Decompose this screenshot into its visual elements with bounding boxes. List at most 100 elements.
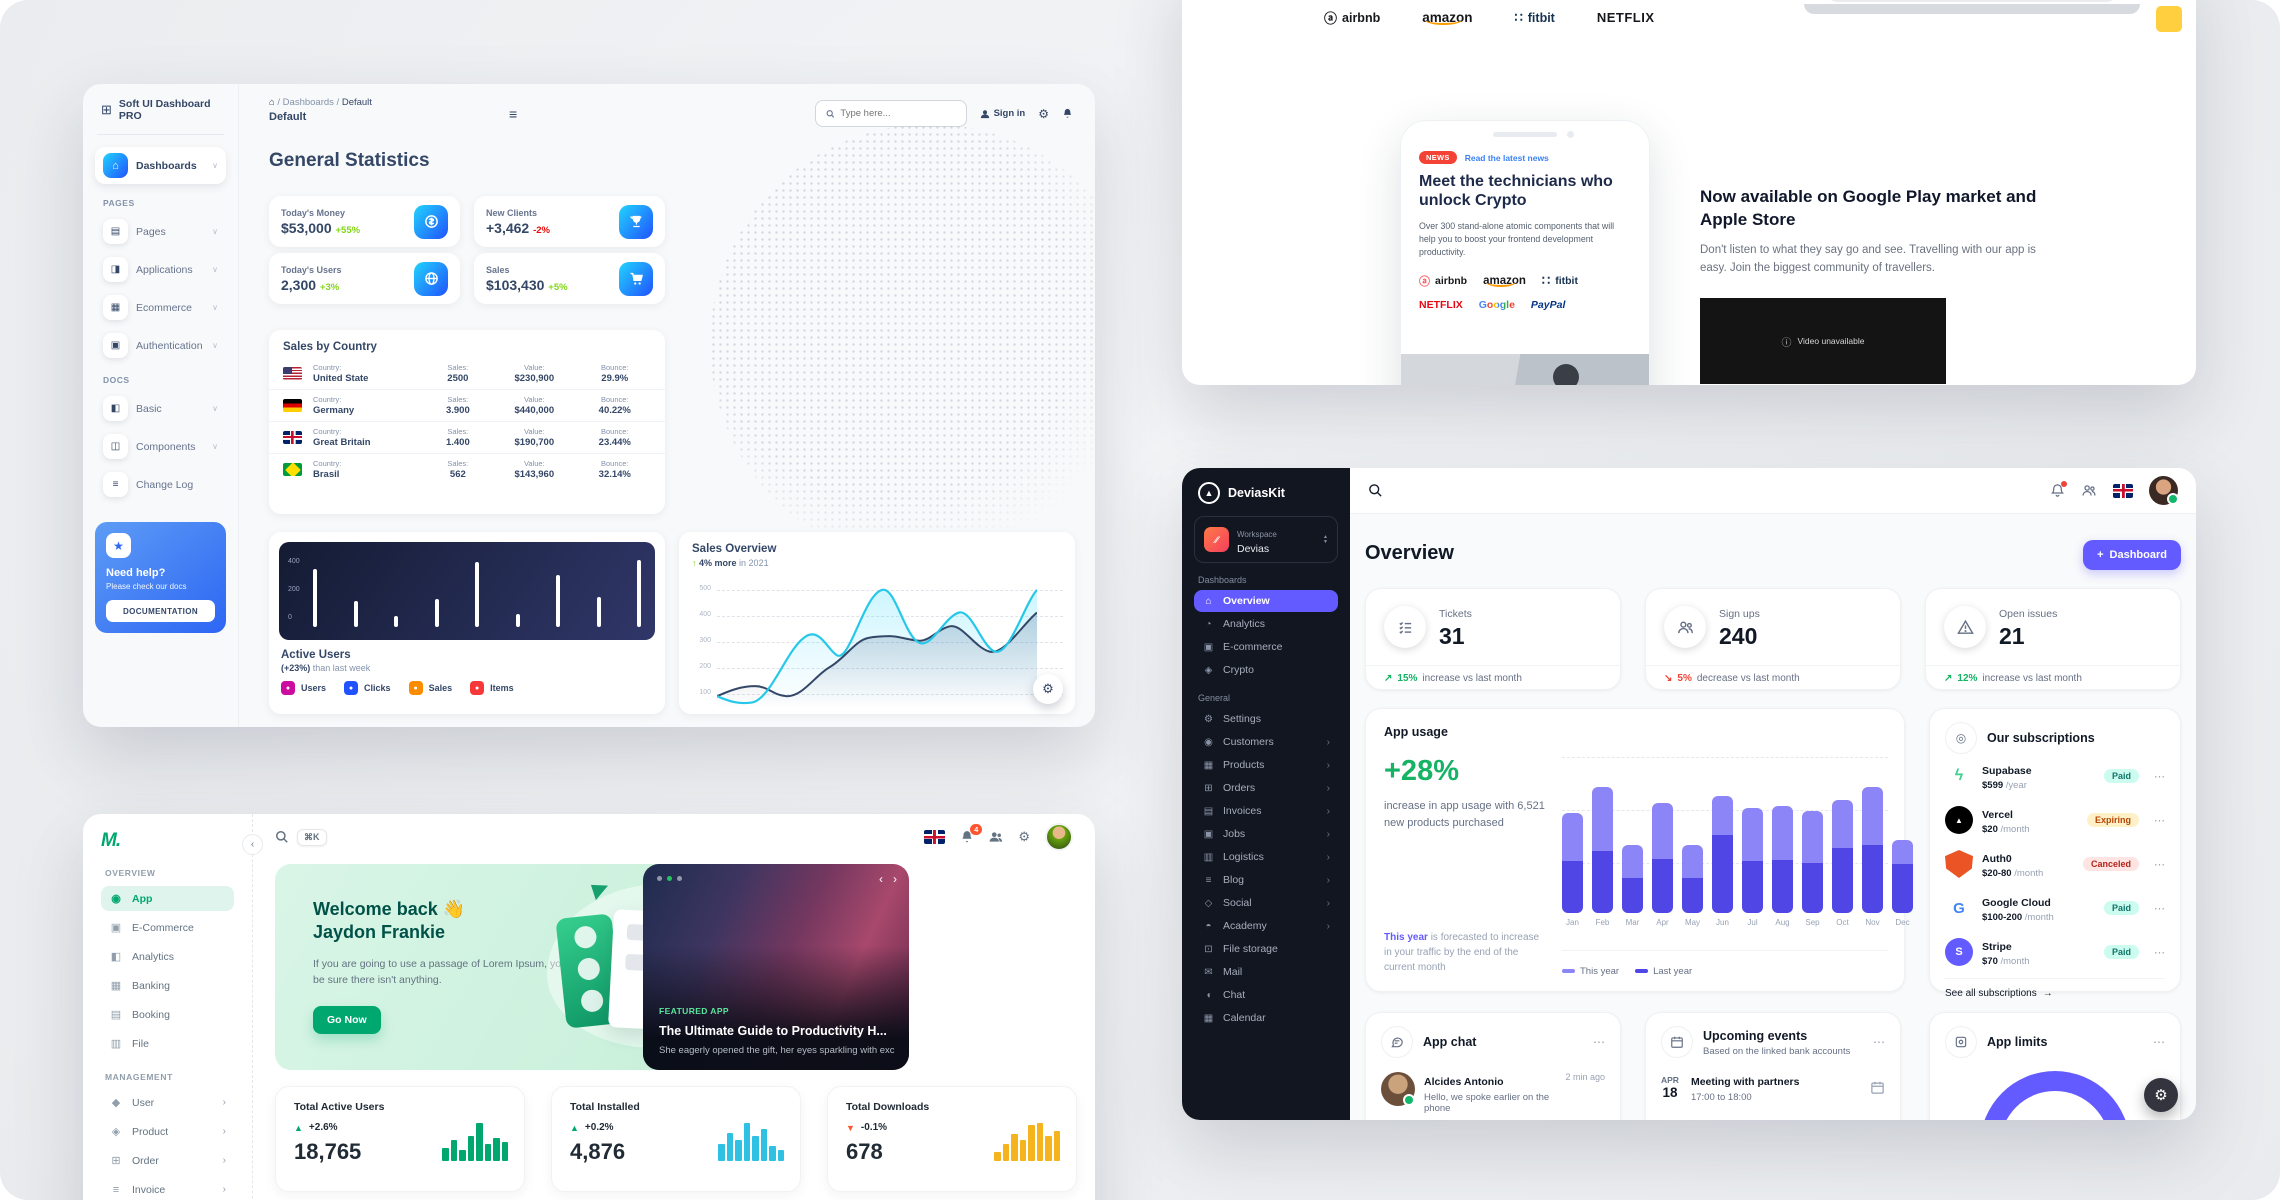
sidebar-item-dashboards[interactable]: ⌂ Dashboards ∨: [95, 147, 226, 184]
sidebar-item[interactable]: ≡ Blog ›: [1194, 869, 1338, 891]
sidebar-item[interactable]: ◆ User ›: [101, 1090, 234, 1115]
settings-gear-icon[interactable]: ⚙: [1018, 829, 1030, 844]
sales-by-country-card: Sales by Country Country: United State Sa…: [269, 330, 665, 514]
sidebar-item[interactable]: ▥ Logistics ›: [1203, 851, 1330, 863]
sidebar-item[interactable]: ◈ Product ›: [101, 1119, 234, 1144]
sidebar-item[interactable]: ⊡ File storage: [1194, 938, 1338, 960]
sidebar-item[interactable]: ▦ Ecommerce ∨: [95, 292, 226, 323]
more-options-icon[interactable]: ⋯: [2153, 1035, 2165, 1049]
search-box[interactable]: [814, 100, 967, 127]
sidebar-item[interactable]: ▣ Authentication ∨: [95, 330, 226, 361]
carousel-prev-icon[interactable]: ‹: [879, 872, 883, 886]
see-all-subscriptions-link[interactable]: See all subscriptions →: [1945, 978, 2165, 999]
sidebar-item[interactable]: ◧ Basic ∨: [95, 393, 226, 424]
settings-gear-icon[interactable]: ⚙: [1038, 106, 1049, 121]
home-icon[interactable]: ⌂: [269, 97, 275, 108]
search-icon: [826, 109, 834, 118]
sidebar-item[interactable]: ◇ Social ›: [1194, 892, 1338, 914]
calendar-icon: [1870, 1080, 1885, 1095]
sidebar-item[interactable]: ▦ Banking: [110, 979, 170, 993]
documentation-button[interactable]: DOCUMENTATION: [106, 600, 215, 622]
sidebar-item[interactable]: ◓ Academy ›: [1194, 915, 1338, 937]
go-now-button[interactable]: Go Now: [313, 1006, 381, 1035]
sidebar-item[interactable]: ▣ E-commerce: [1203, 641, 1283, 653]
sidebar-item[interactable]: ⚙ Settings: [1194, 708, 1338, 730]
user-avatar[interactable]: [1045, 823, 1073, 851]
sidebar-item[interactable]: ≡ Invoice ›: [101, 1177, 234, 1200]
more-options-icon[interactable]: ⋯: [1593, 1035, 1605, 1049]
chevron-right-icon: ›: [222, 1126, 226, 1137]
sidebar-item[interactable]: ▣ E-Commerce: [110, 921, 194, 935]
more-options-icon[interactable]: ⋯: [2154, 946, 2165, 959]
sidebar-item[interactable]: ≡ Change Log: [95, 469, 226, 500]
notifications-bell-icon[interactable]: [1062, 108, 1073, 119]
subscription-row[interactable]: Auth0 $20-80 /month Canceled ⋯: [1945, 842, 2165, 886]
sidebar-item[interactable]: ▦ Calendar: [1203, 1012, 1266, 1024]
event-row[interactable]: APR 18 Meeting with partners 17:00 to 18:0…: [1661, 1072, 1885, 1103]
more-options-icon[interactable]: ⋯: [2154, 814, 2165, 827]
sidebar-item[interactable]: ▦ Products ›: [1203, 759, 1330, 771]
search-trigger[interactable]: ⌘K: [275, 828, 327, 846]
sidebar-item[interactable]: ⊞ Orders ›: [1194, 777, 1338, 799]
language-flag-icon[interactable]: [924, 830, 946, 844]
softui-logo[interactable]: ⊞ Soft UI Dashboard PRO: [95, 98, 226, 122]
sidebar-item[interactable]: ▤ Booking: [110, 1008, 170, 1022]
minimal-logo[interactable]: M.: [101, 830, 121, 851]
info-icon: ⓘ: [1781, 337, 1792, 349]
sidebar-item[interactable]: ◉ Customers ›: [1194, 731, 1338, 753]
search-icon[interactable]: [1368, 483, 1383, 498]
chat-message-row[interactable]: Alcides Antonio Hello, we spoke earlier o…: [1381, 1072, 1605, 1114]
featured-app-carousel[interactable]: ‹ › FEATURED APP The Ultimate Guide to Pr…: [643, 864, 909, 1070]
video-placeholder[interactable]: ⓘ Video unavailable: [1700, 298, 1946, 384]
more-options-icon[interactable]: ⋯: [2154, 902, 2165, 915]
sidebar-item[interactable]: ✉ Mail: [1194, 961, 1338, 983]
contacts-icon[interactable]: [989, 830, 1003, 844]
search-input[interactable]: [840, 108, 956, 119]
sidebar-item[interactable]: ◧ Analytics: [110, 950, 175, 964]
sidebar-item[interactable]: ◔ Analytics: [1194, 613, 1338, 635]
sidebar-item[interactable]: ◉ App: [101, 886, 234, 911]
settings-fab-gear-icon[interactable]: ⚙: [1033, 674, 1063, 704]
more-options-icon[interactable]: ⋯: [1873, 1035, 1885, 1049]
sidebar-item[interactable]: ▥ File: [110, 1037, 149, 1051]
sidebar-item[interactable]: ◫ Components ∨: [95, 431, 226, 462]
notifications-bell-icon[interactable]: 4: [960, 824, 983, 844]
sidebar-item[interactable]: ⊞ Order ›: [101, 1148, 234, 1173]
hero-accent-chip: [2156, 6, 2182, 32]
language-flag-icon[interactable]: [2113, 483, 2133, 498]
sales-by-country-title: Sales by Country: [283, 341, 377, 353]
more-options-icon[interactable]: ⋯: [2154, 858, 2165, 871]
sidebar-item[interactable]: ▤ Invoices ›: [1203, 805, 1330, 817]
sidebar-item[interactable]: ▣ Jobs ›: [1203, 828, 1330, 840]
subscription-row[interactable]: ▲ Vercel $20 /month Expiring ⋯: [1945, 798, 2165, 842]
subscription-row[interactable]: G Google Cloud $100-200 /month Paid ⋯: [1945, 886, 2165, 930]
notifications-bell-icon[interactable]: [2050, 481, 2067, 498]
status-badge: Canceled: [2082, 857, 2139, 871]
add-dashboard-button[interactable]: + Dashboard: [2083, 540, 2181, 570]
softui-nav-docs: ◧ Basic ∨ ◫ Components ∨ ≡ Change Log: [95, 393, 226, 500]
sign-in-button[interactable]: Sign in: [980, 108, 1025, 119]
sidebar-item[interactable]: ◖ Chat: [1194, 984, 1338, 1006]
sidebar-item[interactable]: ⌂ Overview: [1194, 590, 1338, 612]
more-options-icon[interactable]: ⋯: [2154, 770, 2165, 783]
carousel-next-icon[interactable]: ›: [893, 872, 897, 886]
user-avatar[interactable]: [2149, 476, 2179, 505]
subscription-row[interactable]: ϟ Supabase $599 /year Paid ⋯: [1945, 754, 2165, 798]
app-limits-gauge: [1980, 1071, 2130, 1120]
read-latest-news-link[interactable]: Read the latest news: [1464, 152, 1549, 163]
contacts-icon[interactable]: [2081, 483, 2097, 498]
hamburger-menu-icon[interactable]: ≡: [509, 106, 518, 122]
sidebar-item[interactable]: ▤ Pages ∨: [95, 216, 226, 247]
workspace-selector[interactable]: ⁄⁄ Workspace Devias ▲ ▼: [1194, 516, 1338, 563]
carousel-dots[interactable]: [657, 876, 682, 881]
settings-fab-gear-icon[interactable]: ⚙: [2144, 1078, 2178, 1112]
sidebar-collapse-button[interactable]: ‹: [242, 834, 263, 855]
subscription-row[interactable]: S Stripe $70 /month Paid ⋯: [1945, 930, 2165, 974]
sidebar-item[interactable]: ◨ Applications ∨: [95, 254, 226, 285]
sidebar-item-icon: ≡: [103, 472, 128, 497]
devias-logo[interactable]: ▲ DeviasKit: [1194, 482, 1338, 504]
sidebar-item-icon: ▤: [1203, 805, 1214, 817]
stat-card-new-clients: New Clients +3,462 -2%: [474, 196, 665, 247]
sidebar-item[interactable]: ◈ Crypto: [1194, 659, 1338, 681]
breadcrumb[interactable]: ⌂ / Dashboards / Default: [269, 97, 372, 108]
